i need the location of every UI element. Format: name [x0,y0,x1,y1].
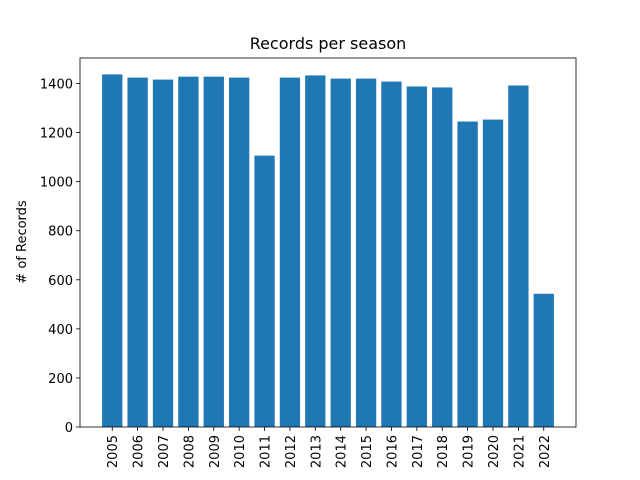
bar [482,119,504,427]
bar [508,85,529,427]
x-tick-label: 2014 [335,435,350,468]
bar [355,78,377,427]
x-tick-label: 2006 [132,435,147,468]
bar [102,74,123,427]
bar [203,76,224,428]
bar [279,77,301,428]
y-tick-label: 1000 [40,176,73,191]
x-tick-label: 2016 [385,435,400,468]
y-tick-label: 0 [65,421,73,436]
bar [432,87,453,427]
bar [127,77,148,428]
bar [457,121,478,427]
x-tick-label: 2007 [157,435,172,468]
x-tick-label: 2011 [259,435,274,468]
x-tick-label: 2017 [411,435,426,468]
chart-title: Records per season [250,34,407,53]
x-tick-label: 2015 [360,435,375,468]
x-tick-label: 2009 [208,435,223,468]
y-tick-label: 200 [48,372,73,387]
x-tick-label: 2019 [462,435,477,468]
y-tick-label: 400 [48,323,73,338]
x-tick-label: 2005 [106,435,121,468]
bar [381,81,402,427]
x-tick-label: 2021 [512,435,527,468]
y-axis-label: # of Records [15,200,30,284]
x-tick-label: 2018 [436,435,451,468]
bar [406,86,427,427]
x-tick-label: 2010 [233,435,248,468]
x-tick-label: 2013 [309,435,324,468]
y-tick-label: 800 [48,225,73,240]
bar [533,293,554,427]
bar [305,75,326,427]
y-tick-label: 1400 [40,78,73,93]
bar [152,79,174,427]
y-tick-label: 600 [48,274,73,289]
y-tick-label: 1200 [40,127,73,142]
bar [229,77,250,428]
x-tick-label: 2008 [182,435,197,468]
bar [330,78,351,427]
x-tick-label: 2022 [538,435,553,468]
bar [254,155,275,427]
x-tick-label: 2012 [284,435,299,468]
x-tick-label: 2020 [487,435,502,468]
plot-frame [79,57,577,428]
bar [178,76,199,428]
